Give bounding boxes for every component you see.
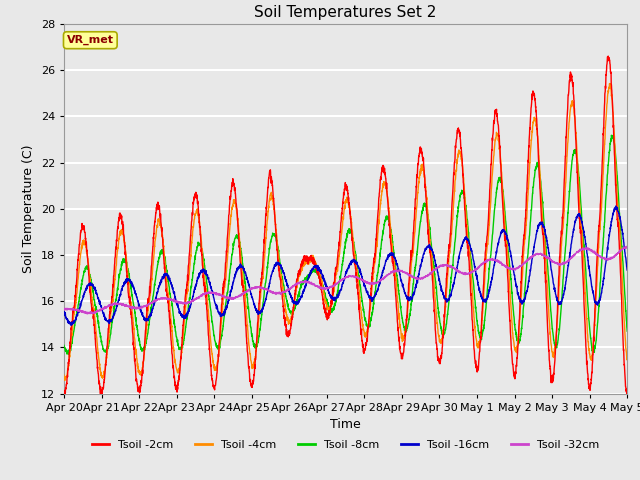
Y-axis label: Soil Temperature (C): Soil Temperature (C) [22, 144, 35, 273]
Title: Soil Temperatures Set 2: Soil Temperatures Set 2 [255, 5, 436, 20]
Legend: Tsoil -2cm, Tsoil -4cm, Tsoil -8cm, Tsoil -16cm, Tsoil -32cm: Tsoil -2cm, Tsoil -4cm, Tsoil -8cm, Tsoi… [88, 436, 604, 455]
Text: VR_met: VR_met [67, 35, 114, 45]
X-axis label: Time: Time [330, 418, 361, 431]
